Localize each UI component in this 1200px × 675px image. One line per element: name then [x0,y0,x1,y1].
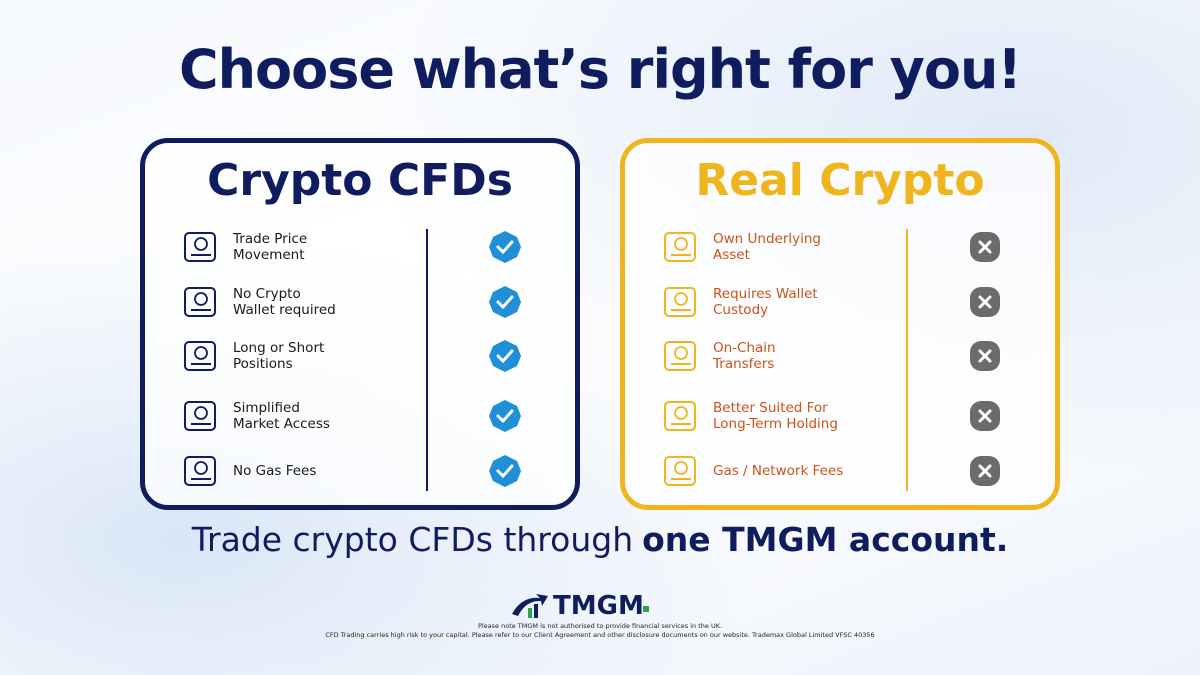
cross-mark [978,409,992,423]
item-label: No Crypto Wallet required [233,286,336,318]
check-badge [489,400,521,432]
logo-icon [512,594,548,618]
status-icon [970,232,1000,262]
item-label: Gas / Network Fees [713,463,843,479]
cross-mark [978,295,992,309]
check-mark [496,295,514,310]
label-line: Own Underlying [713,231,821,247]
disclaimer: CFD Trading carries high risk to your ca… [325,631,875,639]
item-icon [184,401,216,431]
icon-coin [674,346,688,360]
panel: Crypto CFDs Trade Price Movement No Crypto W… [140,138,580,510]
item-icon [184,456,216,486]
status-icon [970,341,1000,371]
label-line: On-Chain [713,340,776,356]
item-label: No Gas Fees [233,463,316,479]
icon-frame [184,401,216,431]
logo-dot [643,606,649,612]
label-line: Simplified [233,400,300,416]
panel: Real Crypto Own Underlying Asset Requires W… [620,138,1060,510]
label-line: Better Suited For [713,400,828,416]
item-icon [184,341,216,371]
label-line: Requires Wallet [713,286,818,302]
divider [906,229,908,491]
label-line: Long-Term Holding [713,416,838,432]
check-badge [489,455,521,487]
label-line: Trade Price [233,231,308,247]
status-icon [489,231,521,263]
label-line: Gas / Network Fees [713,463,844,479]
panel-title: Real Crypto [695,155,985,206]
icon-coin [674,237,688,251]
icon-coin [194,346,208,360]
icon-coin [194,406,208,420]
check-mark [496,240,514,255]
item-icon [184,232,216,262]
icon-frame [184,232,216,262]
label-line: Asset [713,247,750,263]
item-label: Requires Wallet Custody [713,286,818,318]
tagline: Trade crypto CFDs through one TMGM accoun… [0,520,1200,559]
item-icon [184,287,216,317]
label-line: No Crypto [233,286,301,302]
item-icon [664,401,696,431]
icon-coin [194,237,208,251]
status-icon [489,340,521,372]
item-icon [664,341,696,371]
status-icon [970,287,1000,317]
label-line: Transfers [713,356,775,372]
status-icon [489,455,521,487]
icon-frame [664,341,696,371]
check-mark [496,464,514,479]
label-line: Movement [233,247,305,263]
item-label: On-Chain Transfers [713,340,776,372]
disclaimer: Please note TMGM is not authorised to pr… [477,622,723,630]
icon-frame [184,456,216,486]
title: Choose what’s right for you! [178,38,1022,101]
label-line: Positions [233,356,293,372]
icon-frame [664,287,696,317]
icon-coin [674,406,688,420]
cross-mark [978,464,992,478]
icon-frame [184,341,216,371]
icon-frame [184,287,216,317]
check-badge [489,286,521,318]
label-line: No Gas Fees [233,463,317,479]
panel-title: Crypto CFDs [207,155,513,206]
logo: TMGM [553,591,644,621]
item-label: Better Suited For Long-Term Holding [713,400,838,432]
item-label: Simplified Market Access [233,400,330,432]
divider [426,229,428,491]
check-mark [496,349,514,364]
icon-coin [674,461,688,475]
label-line: Custody [713,302,769,318]
item-icon [664,232,696,262]
cross-mark [978,240,992,254]
tagline-text: Trade crypto CFDs through [191,520,634,559]
status-icon [970,401,1000,431]
label-line: Market Access [233,416,330,432]
label-line: Wallet required [233,302,336,318]
icon-coin [674,292,688,306]
cross-mark [978,349,992,363]
tagline-emphasis: one TMGM account. [642,520,1009,559]
icon-frame [664,401,696,431]
item-icon [664,287,696,317]
item-icon [664,456,696,486]
icon-frame [664,456,696,486]
icon-coin [194,461,208,475]
icon-coin [194,292,208,306]
check-badge [489,231,521,263]
item-label: Trade Price Movement [233,231,307,263]
item-label: Own Underlying Asset [713,231,821,263]
icon-frame [664,232,696,262]
status-icon [489,400,521,432]
status-icon [970,456,1000,486]
label-line: Long or Short [233,340,325,356]
status-icon [489,286,521,318]
check-badge [489,340,521,372]
check-mark [496,409,514,424]
item-label: Long or Short Positions [233,340,324,372]
